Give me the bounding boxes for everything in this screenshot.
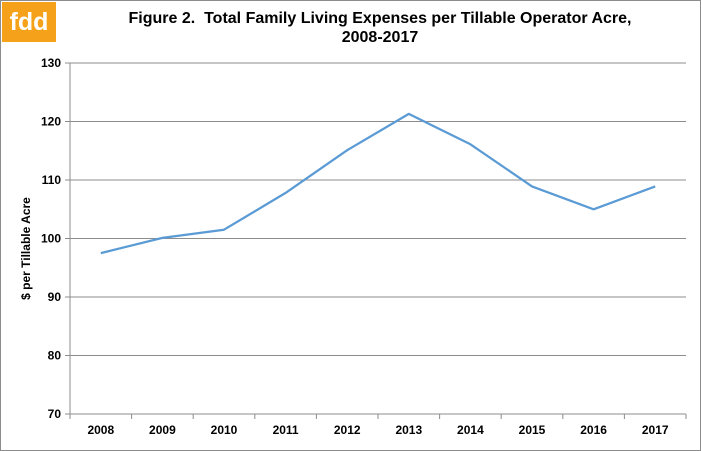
x-tick-label-2013: 2013 — [395, 423, 422, 437]
x-tick-label-2009: 2009 — [149, 423, 176, 437]
x-tick-label-2017: 2017 — [642, 423, 669, 437]
x-tick-label-2014: 2014 — [457, 423, 484, 437]
x-tick-label-2010: 2010 — [211, 423, 238, 437]
x-tick-label-2011: 2011 — [273, 423, 299, 437]
y-tick-label-100: 100 — [41, 232, 61, 246]
x-tick-label-2012: 2012 — [334, 423, 361, 437]
y-tick-label-80: 80 — [48, 349, 62, 363]
series-group — [100, 112, 656, 255]
chart-title-line-2: 2008-2017 — [341, 29, 419, 46]
chart-title-line-1: Figure 2. Total Family Living Expenses p… — [128, 10, 632, 27]
x-tick-label-2016: 2016 — [580, 423, 607, 437]
y-tick-label-90: 90 — [48, 290, 62, 304]
gridlines — [70, 62, 686, 356]
y-tick-label-130: 130 — [41, 56, 61, 70]
y-tick-label-70: 70 — [48, 407, 62, 421]
x-tick-label-2008: 2008 — [87, 423, 114, 437]
y-tick-label-110: 110 — [42, 173, 62, 187]
y-axis-label: $ per Tillable Acre — [19, 197, 33, 300]
y-tick-label-120: 120 — [41, 115, 61, 129]
x-tick-label-2015: 2015 — [519, 423, 546, 437]
x-axis-ticks: 2008 2009 2010 2011 2012 2013 2014 2015 2016 2017 — [69, 414, 687, 437]
chart-title: Figure 2. Total Family Living Expenses p… — [70, 9, 690, 47]
series-line-0 — [100, 112, 656, 255]
fdd-logo: fdd — [2, 2, 56, 42]
y-axis-ticks: 70 80 90 100 110 120 130 — [41, 56, 70, 421]
